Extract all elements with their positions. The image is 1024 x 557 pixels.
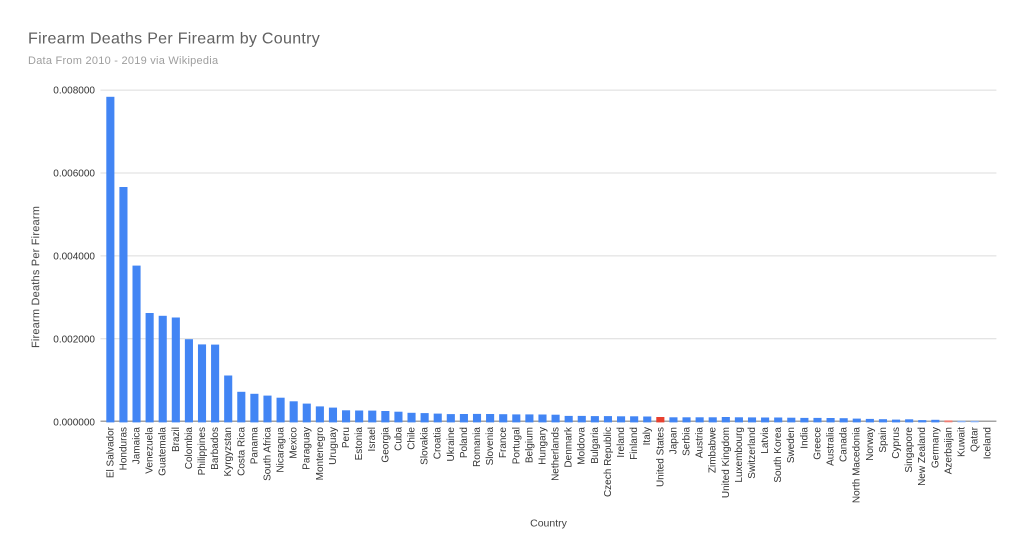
svg-text:Austria: Austria: [695, 427, 706, 459]
svg-text:Zimbabwe: Zimbabwe: [708, 427, 719, 474]
svg-text:Israel: Israel: [367, 427, 378, 451]
svg-text:Bulgaria: Bulgaria: [590, 427, 601, 464]
svg-text:Philippines: Philippines: [197, 427, 208, 475]
svg-text:Montenegro: Montenegro: [315, 427, 326, 481]
svg-text:0.000000: 0.000000: [53, 417, 95, 428]
svg-text:Belgium: Belgium: [524, 427, 535, 463]
svg-text:Sweden: Sweden: [786, 427, 797, 463]
svg-text:Georgia: Georgia: [380, 427, 391, 463]
svg-text:Slovenia: Slovenia: [485, 427, 496, 466]
svg-text:Hungary: Hungary: [537, 427, 548, 465]
svg-text:Ireland: Ireland: [616, 427, 627, 458]
svg-text:Greece: Greece: [812, 427, 823, 460]
svg-text:Honduras: Honduras: [118, 427, 129, 470]
svg-text:South Africa: South Africa: [262, 427, 273, 481]
svg-text:Norway: Norway: [865, 427, 876, 461]
svg-text:Iceland: Iceland: [983, 427, 994, 459]
svg-text:Guatemala: Guatemala: [158, 427, 169, 476]
svg-text:Data From 2010 - 2019 via Wiki: Data From 2010 - 2019 via Wikipedia: [28, 55, 219, 67]
svg-text:Mexico: Mexico: [289, 427, 300, 459]
svg-text:Chile: Chile: [406, 427, 417, 450]
svg-text:United Kingdom: United Kingdom: [721, 427, 732, 498]
svg-text:United States: United States: [655, 427, 666, 487]
svg-text:Switzerland: Switzerland: [747, 427, 758, 479]
svg-text:Qatar: Qatar: [970, 426, 981, 452]
svg-text:Latvia: Latvia: [760, 427, 771, 454]
svg-text:France: France: [498, 427, 509, 459]
svg-text:Italy: Italy: [642, 427, 653, 445]
svg-text:Germany: Germany: [930, 427, 941, 468]
svg-text:Firearm Deaths Per Firearm: Firearm Deaths Per Firearm: [30, 206, 42, 348]
svg-text:New Zealand: New Zealand: [917, 427, 928, 486]
svg-text:Denmark: Denmark: [564, 426, 575, 468]
svg-text:Singapore: Singapore: [904, 427, 915, 473]
svg-text:Slovakia: Slovakia: [420, 427, 431, 465]
svg-text:Poland: Poland: [459, 427, 470, 458]
svg-text:South Korea: South Korea: [773, 427, 784, 483]
svg-text:Azerbaijan: Azerbaijan: [943, 427, 954, 474]
svg-text:El Salvador: El Salvador: [105, 426, 116, 478]
svg-text:Japan: Japan: [668, 427, 679, 454]
svg-text:Croatia: Croatia: [433, 427, 444, 460]
svg-text:Colombia: Colombia: [184, 427, 195, 470]
svg-text:Venezuela: Venezuela: [145, 427, 156, 474]
svg-text:Serbia: Serbia: [681, 427, 692, 456]
svg-text:0.006000: 0.006000: [53, 169, 95, 180]
svg-text:Country: Country: [530, 517, 568, 529]
svg-text:Barbados: Barbados: [210, 427, 221, 470]
svg-text:0.004000: 0.004000: [53, 252, 95, 263]
svg-text:Firearm Deaths Per Firearm by: Firearm Deaths Per Firearm by Country: [28, 31, 320, 48]
svg-text:Luxembourg: Luxembourg: [734, 427, 745, 483]
svg-text:Czech Republic: Czech Republic: [603, 427, 614, 497]
svg-text:Kuwait: Kuwait: [956, 427, 967, 457]
svg-text:0.002000: 0.002000: [53, 334, 95, 345]
svg-text:India: India: [799, 427, 810, 449]
svg-text:Cyprus: Cyprus: [891, 427, 902, 459]
svg-text:Portugal: Portugal: [511, 427, 522, 464]
svg-text:0.008000: 0.008000: [53, 86, 95, 97]
svg-text:Panama: Panama: [249, 427, 260, 465]
svg-text:Netherlands: Netherlands: [551, 427, 562, 481]
svg-text:Paraguay: Paraguay: [302, 427, 313, 470]
svg-text:Spain: Spain: [878, 427, 889, 453]
svg-text:North Macedonia: North Macedonia: [852, 427, 863, 504]
svg-text:Brazil: Brazil: [171, 427, 182, 452]
svg-text:Jamaica: Jamaica: [131, 427, 142, 465]
svg-text:Nicaragua: Nicaragua: [276, 427, 287, 473]
svg-text:Moldova: Moldova: [577, 427, 588, 465]
svg-text:Uruguay: Uruguay: [328, 427, 339, 465]
svg-text:Australia: Australia: [826, 427, 837, 466]
svg-text:Kyrgyzstan: Kyrgyzstan: [223, 427, 234, 476]
svg-text:Finland: Finland: [629, 427, 640, 460]
svg-text:Estonia: Estonia: [354, 427, 365, 461]
svg-text:Romania: Romania: [472, 427, 483, 467]
svg-text:Ukraine: Ukraine: [446, 427, 457, 462]
svg-text:Peru: Peru: [341, 427, 352, 448]
svg-text:Canada: Canada: [839, 427, 850, 462]
svg-text:Cuba: Cuba: [393, 427, 404, 451]
svg-text:Costa Rica: Costa Rica: [236, 427, 247, 476]
